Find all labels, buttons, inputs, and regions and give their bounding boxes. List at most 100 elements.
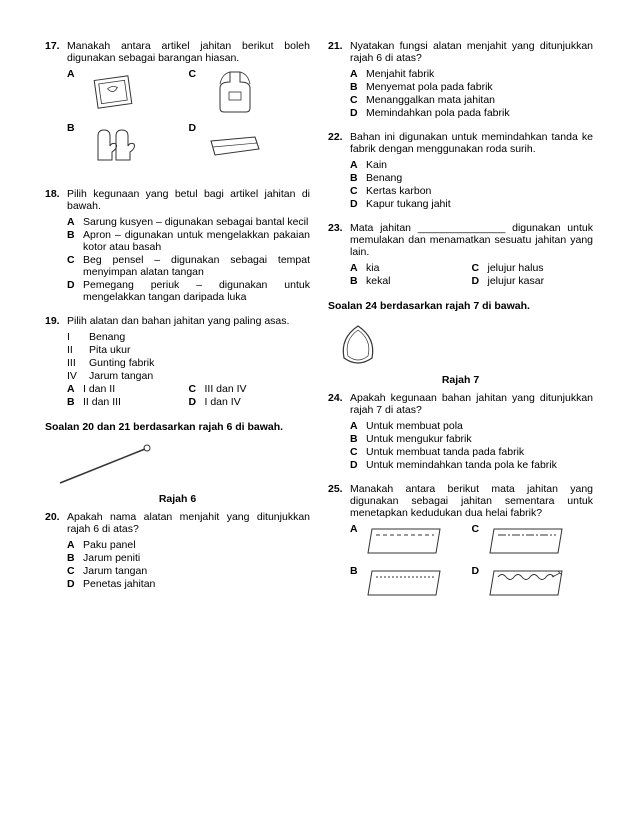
opt-letter: A [350,68,366,80]
question-23: 23. Mata jahitan _______________ digunak… [328,222,593,288]
roman-iv: IV [67,370,89,382]
roman-ii: II [67,344,89,356]
q25-text: Manakah antara berikut mata jahitan yang… [350,483,593,519]
stitch-d-icon [488,565,568,601]
note-24: Soalan 24 berdasarkan rajah 7 di bawah. [328,300,593,312]
rajah-7-label: Rajah 7 [328,374,593,386]
q22-opt-d: Kapur tukang jahit [366,198,451,210]
opt-letter: A [67,539,83,551]
q23-number: 23. [328,222,350,234]
q25-number: 25. [328,483,350,495]
q21-opt-b: Menyemat pola pada fabrik [366,81,493,93]
opt-letter: C [67,565,83,577]
q20-opt-b: Jarum peniti [83,552,140,564]
question-21: 21. Nyatakan fungsi alatan menjahit yang… [328,40,593,119]
question-24: 24. Apakah kegunaan bahan jahitan yang d… [328,392,593,471]
opt-letter: A [350,262,366,274]
q24-number: 24. [328,392,350,404]
q19-number: 19. [45,315,67,327]
rajah-6-label: Rajah 6 [45,493,310,505]
q20-opt-d: Penetas jahitan [83,578,155,590]
opt-letter: B [350,172,366,184]
q18-number: 18. [45,188,67,200]
q22-opt-c: Kertas karbon [366,185,431,197]
q22-number: 22. [328,131,350,143]
roman-i: I [67,331,89,343]
q24-opt-a: Untuk membuat pola [366,420,463,432]
left-column: 17. Manakah antara artikel jahitan berik… [45,40,310,619]
opt-letter: A [67,383,83,395]
opt-letter: A [67,216,83,228]
opt-letter: D [350,107,366,119]
opt-letter: C [67,254,83,266]
opt-letter: D [189,396,205,408]
q20-text: Apakah nama alatan menjahit yang ditunju… [67,511,310,535]
opt-letter: D [67,279,83,291]
opt-letter: D [67,578,83,590]
q19-opt-d: I dan IV [205,396,241,408]
q17-label-b: B [67,122,83,134]
apron-icon [205,68,265,116]
q23-opt-b: kekal [366,275,391,287]
right-column: 21. Nyatakan fungsi alatan menjahit yang… [328,40,593,619]
q23-opt-a: kia [366,262,379,274]
question-17: 17. Manakah antara artikel jahitan berik… [45,40,310,176]
q22-text: Bahan ini digunakan untuk memindahkan ta… [350,131,593,155]
opt-letter: C [472,262,488,274]
q24-text: Apakah kegunaan bahan jahitan yang ditun… [350,392,593,416]
opt-letter: C [350,446,366,458]
mitten-icon [83,122,143,170]
q22-opt-b: Benang [366,172,402,184]
opt-letter: C [350,94,366,106]
q25-label-b: B [350,565,366,577]
q17-label-a: A [67,68,83,80]
stitch-b-icon [366,565,446,601]
opt-letter: C [350,185,366,197]
opt-letter: B [67,229,83,241]
opt-letter: D [472,275,488,287]
question-19: 19. Pilih alatan dan bahan jahitan yang … [45,315,310,409]
q22-opt-a: Kain [366,159,387,171]
q23-opt-d: jelujur kasar [488,275,545,287]
opt-letter: B [67,396,83,408]
q21-text: Nyatakan fungsi alatan menjahit yang dit… [350,40,593,64]
q17-label-c: C [189,68,205,80]
q19-opt-b: II dan III [83,396,121,408]
q17-text: Manakah antara artikel jahitan berikut b… [67,40,310,64]
q19-opt-c: III dan IV [205,383,247,395]
question-20: 20. Apakah nama alatan menjahit yang dit… [45,511,310,590]
q18-opt-d: Pemegang periuk – digunakan untuk mengel… [83,279,310,303]
question-18: 18. Pilih kegunaan yang betul bagi artik… [45,188,310,303]
q18-opt-a: Sarung kusyen – digunakan sebagai bantal… [83,216,310,228]
question-22: 22. Bahan ini digunakan untuk memindahka… [328,131,593,210]
opt-letter: B [350,275,366,287]
note-20-21: Soalan 20 dan 21 berdasarkan rajah 6 di … [45,421,310,433]
cushion-icon [83,68,143,116]
opt-letter: B [350,433,366,445]
q19-roman-i: Benang [89,331,125,343]
q21-number: 21. [328,40,350,52]
q19-roman-iii: Gunting fabrik [89,357,154,369]
stitch-c-icon [488,523,568,559]
q24-opt-d: Untuk memindahkan tanda pola ke fabrik [366,459,557,471]
q19-roman-iv: Jarum tangan [89,370,153,382]
q21-opt-a: Menjahit fabrik [366,68,434,80]
q20-number: 20. [45,511,67,523]
question-25: 25. Manakah antara berikut mata jahitan … [328,483,593,607]
opt-letter: D [350,198,366,210]
rajah-6-figure [45,441,310,491]
q25-label-d: D [472,565,488,577]
q19-roman-ii: Pita ukur [89,344,130,356]
q20-opt-a: Paku panel [83,539,136,551]
opt-letter: A [350,159,366,171]
pencil-case-icon [205,122,265,170]
q19-text: Pilih alatan dan bahan jahitan yang pali… [67,315,310,327]
opt-letter: B [67,552,83,564]
q23-text: Mata jahitan _______________ digunakan u… [350,222,593,258]
q18-opt-b: Apron – digunakan untuk mengelakkan paka… [83,229,310,253]
q18-opt-c: Beg pensel – digunakan sebagai tempat me… [83,254,310,278]
q25-label-a: A [350,523,366,535]
q18-text: Pilih kegunaan yang betul bagi artikel j… [67,188,310,212]
q24-opt-c: Untuk membuat tanda pada fabrik [366,446,524,458]
stitch-a-icon [366,523,446,559]
